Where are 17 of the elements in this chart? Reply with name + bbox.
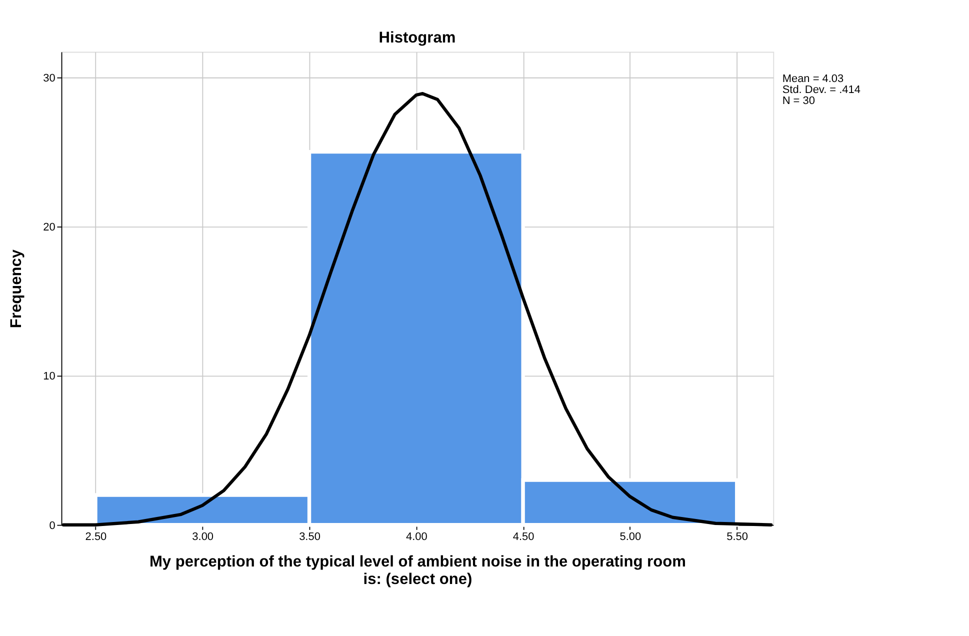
text: N = 30	[782, 94, 815, 107]
y-tick-label: 0	[49, 520, 56, 532]
y-axis-title: Frequency	[8, 249, 26, 328]
x-tick-label: 5.50	[726, 530, 748, 543]
x-tick-label: 4.00	[406, 530, 428, 543]
text: Mean = 4.03	[782, 72, 844, 85]
y-tick-label: 30	[43, 72, 56, 84]
text: Std. Dev. = .414	[782, 84, 860, 96]
x-tick-label: 2.50	[85, 530, 107, 543]
chart-title: Histogram	[378, 30, 456, 47]
x-tick-label: 4.50	[512, 530, 534, 543]
x-tick-label: 5.00	[620, 530, 642, 543]
x-tick-label: 3.00	[192, 530, 214, 543]
x-tick-label: 3.50	[299, 530, 320, 543]
y-tick-label: 20	[43, 222, 56, 234]
y-tick-label: 10	[43, 370, 56, 383]
x-axis-title: My perception of the typical level of ambient noise in the operating room is: (select one)	[149, 553, 686, 588]
